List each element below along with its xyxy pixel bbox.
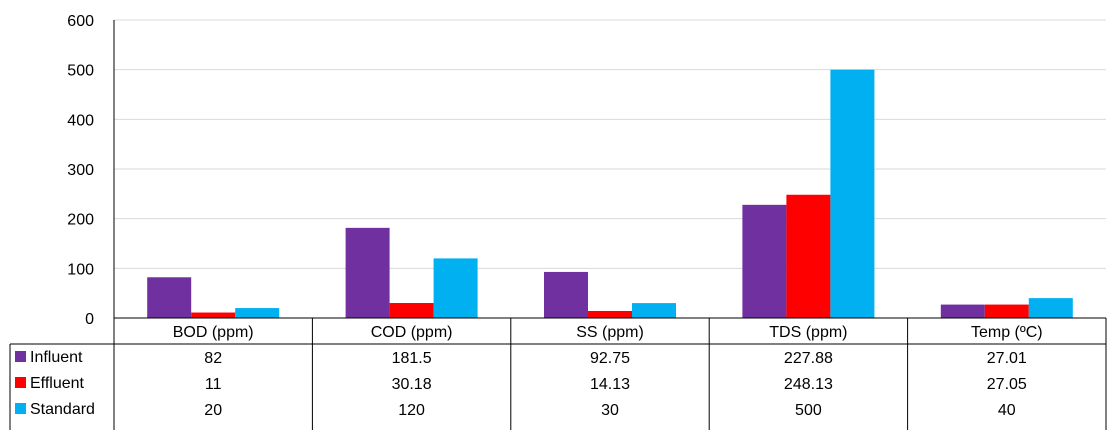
data-label: 40 (998, 402, 1016, 419)
bar-influent (544, 271, 588, 318)
data-label: 27.01 (987, 350, 1027, 367)
y-tick-label: 400 (67, 112, 94, 129)
category-label: BOD (ppm) (173, 324, 254, 341)
gridlines (114, 19, 1106, 269)
y-tick-label: 300 (67, 162, 94, 179)
legend-swatch-standard (15, 403, 26, 414)
bar-effluent (389, 303, 434, 318)
category-label: SS (ppm) (576, 324, 644, 341)
axes (113, 20, 1106, 430)
legend-swatch-effluent (15, 377, 26, 388)
category-label: TDS (ppm) (769, 324, 847, 341)
data-label: 248.13 (784, 376, 833, 393)
bar-standard (632, 303, 676, 318)
series-name: Effluent (30, 375, 85, 392)
y-tick-label: 600 (67, 13, 94, 30)
y-tick-label: 0 (85, 311, 94, 328)
data-label: 227.88 (784, 350, 833, 367)
data-label: 500 (795, 402, 822, 419)
data-label: 82 (204, 350, 222, 367)
data-label: 30.18 (392, 376, 432, 393)
bar-standard (830, 69, 875, 319)
data-label: 20 (204, 402, 222, 419)
bars (147, 69, 1073, 319)
bar-influent (345, 227, 390, 318)
bar-effluent (191, 312, 236, 318)
bar-standard (1028, 298, 1073, 318)
bar-influent (742, 204, 787, 318)
series-name: Influent (30, 349, 83, 366)
legend-swatch-influent (15, 351, 26, 362)
y-tick-label: 100 (67, 261, 94, 278)
category-label: Temp (ºC) (971, 324, 1043, 341)
data-label: 181.5 (392, 350, 432, 367)
bar-effluent (588, 310, 632, 318)
bar-influent (940, 304, 985, 318)
bar-standard (433, 258, 478, 318)
data-label: 14.13 (590, 376, 630, 393)
data-label: 27.05 (987, 376, 1027, 393)
series-name: Standard (30, 401, 95, 418)
data-label: 92.75 (590, 350, 630, 367)
bar-effluent (786, 194, 831, 318)
y-axis-tick-labels: 0 100 200 300 400 500 600 (67, 13, 94, 328)
data-table: BOD (ppm) COD (ppm) SS (ppm) TDS (ppm) Temp … (9, 318, 1107, 430)
y-tick-label: 500 (67, 63, 94, 80)
data-label: 11 (205, 376, 222, 393)
bar-effluent (984, 304, 1029, 318)
data-label: 120 (398, 402, 425, 419)
y-tick-label: 200 (67, 212, 94, 229)
bar-standard (235, 308, 280, 318)
bar-influent (147, 277, 192, 318)
category-label: COD (ppm) (371, 324, 453, 341)
data-label: 30 (601, 402, 619, 419)
